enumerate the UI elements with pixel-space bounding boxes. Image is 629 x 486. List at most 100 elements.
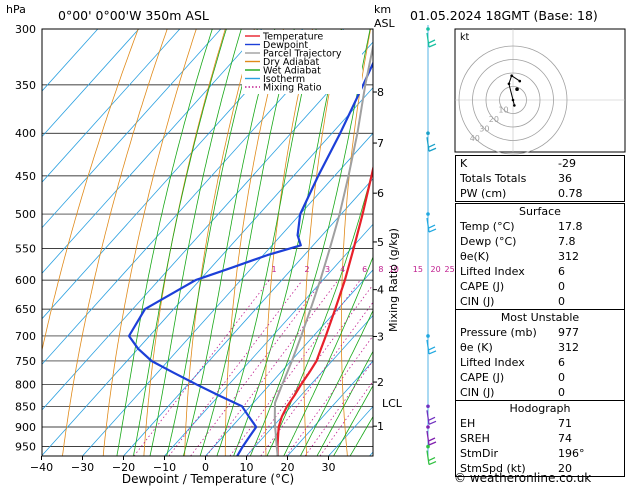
legend-label: Dewpoint [263, 40, 308, 51]
hodograph-ring-label: 30 [479, 125, 489, 134]
stat-value: 0 [558, 295, 565, 308]
hodograph-ring [499, 86, 527, 114]
isotherm-line [42, 29, 345, 365]
wet-adiabat [316, 350, 373, 456]
wet-adiabat [349, 415, 373, 456]
pressure-tick-label: 900 [15, 421, 36, 434]
temperature-tick-label: −20 [112, 461, 135, 474]
hodograph-stats-row: StmDir 196° [456, 446, 624, 461]
temperature-tick-label: −30 [71, 461, 94, 474]
height-ticks: 8 7 6 5 4 3 2 1 LCL [373, 86, 403, 433]
pressure-tick-label: 850 [15, 400, 36, 413]
wind-barb-dot [426, 334, 430, 338]
legend-label: Dry Adiabat [263, 57, 320, 68]
height-unit-bottom: ASL [374, 17, 396, 30]
height-tick-label: 6 [377, 187, 384, 200]
wet-adiabat [283, 256, 373, 456]
pressure-tick-label: 450 [15, 170, 36, 183]
stat-value: 74 [558, 432, 572, 445]
wet-adiabat [299, 309, 373, 456]
stat-label: StmDir [460, 447, 499, 460]
stat-label: θe (K) [460, 341, 493, 354]
isotherm-line [287, 360, 373, 456]
stat-value: 71 [558, 417, 572, 430]
stat-value: 20 [558, 462, 572, 475]
mixing-ratio-label: 25 [445, 265, 455, 274]
wet-adiabat [182, 29, 276, 456]
legend-label: Parcel Trajectory [263, 49, 342, 60]
wet-adiabat [333, 384, 373, 456]
wind-barb-shaft [426, 32, 430, 48]
hodograph-point [510, 74, 513, 77]
temperature-line [276, 164, 373, 456]
wind-barb-flag [428, 350, 437, 355]
height-tick-label: 7 [377, 137, 384, 150]
pressure-tick-label: 350 [15, 79, 36, 92]
wet-adiabat [233, 29, 342, 456]
mixing-ratio-label: 3 [325, 265, 330, 274]
wind-barb-dot [426, 212, 430, 216]
stat-value: -29 [558, 157, 576, 170]
mixing-ratio-label: 2 [305, 265, 310, 274]
mixing-ratio-line [133, 279, 270, 456]
dry-adiabat [264, 29, 313, 456]
stat-value: 36 [558, 172, 572, 185]
hodograph-point [518, 79, 522, 83]
wind-barb-shaft [426, 339, 430, 355]
indices-panel: K -29 Totals Totals 36 PW (cm) 0.78 [455, 155, 625, 202]
mixing-ratio-label: 8 [378, 265, 383, 274]
dry-adiabat [303, 29, 342, 456]
stat-label: K [460, 157, 468, 170]
temperature-tick-label: 30 [322, 461, 336, 474]
x-axis-label: Dewpoint / Temperature (°C) [122, 472, 294, 486]
pressure-tick-label: 800 [15, 378, 36, 391]
isotherm-line [42, 29, 181, 183]
wet-adiabat [216, 29, 317, 456]
wind-barb-flag [428, 420, 437, 425]
wind-barb [426, 444, 437, 466]
parcel-trajectory-line [273, 41, 373, 456]
index-row: K -29 [456, 156, 624, 171]
legend-label: Wet Adiabat [263, 66, 321, 77]
most-unstable-row: CAPE (J) 0 [456, 370, 624, 385]
stat-value: 6 [558, 356, 565, 369]
pressure-tick-label: 400 [15, 127, 36, 140]
mixing-ratio-label: 20 [431, 265, 441, 274]
dry-adiabat [413, 29, 429, 456]
stat-value: 6 [558, 265, 565, 278]
wet-adiabat [166, 29, 258, 456]
hodograph-ring-label: 40 [470, 134, 480, 143]
hodograph-stats-section: Hodograph EH 71 SREH 74 StmDir 196° StmSpd (kt)… [456, 400, 624, 476]
temperature-ticks: −40 −30 −20 −10 0 10 20 30 [30, 456, 336, 474]
stat-value: 312 [558, 250, 579, 263]
wind-barb-flag [428, 437, 436, 442]
hodograph-ring-label: 10 [498, 106, 508, 115]
wind-barb-dot [426, 425, 430, 429]
dry-adiabat [42, 29, 139, 353]
storm-motion-marker [515, 87, 519, 91]
mixing-ratio-line [304, 360, 373, 456]
wind-barb-flag [428, 43, 437, 48]
temperature-tick-label: 10 [240, 461, 254, 474]
wet-adiabat [266, 166, 373, 456]
wind-barb-dot [426, 27, 430, 31]
wind-barb [426, 334, 437, 355]
isotherm-line [123, 178, 373, 456]
legend-label: Isotherm [263, 74, 305, 85]
datetime-label: 01.05.2024 18GMT (Base: 18) [410, 8, 598, 23]
wind-barb-dot [426, 131, 430, 136]
stat-value: 7.8 [558, 235, 576, 248]
stat-label: PW (cm) [460, 187, 507, 200]
mixing-ratio-line [229, 279, 361, 456]
isotherm-line [42, 29, 222, 229]
hodograph-unit-label: kt [460, 32, 470, 43]
wind-barbs [426, 25, 437, 466]
isotherm-line [42, 29, 140, 138]
wind-barb-flag [428, 39, 436, 44]
hodograph-ring-label: 20 [489, 115, 499, 124]
mixing-ratio-line [190, 279, 324, 456]
dry-adiabat [102, 29, 197, 456]
